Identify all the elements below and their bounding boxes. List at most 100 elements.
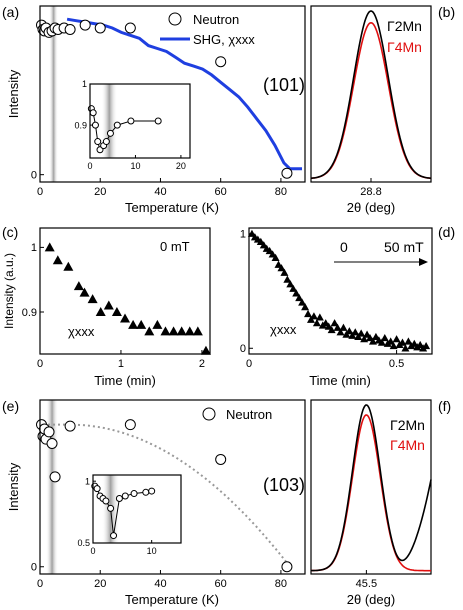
series-d-point-12 <box>283 275 292 283</box>
annotation-d-end: 50 mT <box>384 239 424 255</box>
series-d-point-22 <box>312 319 321 327</box>
panel-letter-e: (e) <box>2 398 19 414</box>
panel-a-inset: 0 10 20 1 0.9 <box>74 76 200 171</box>
panel-a-frame <box>39 5 306 183</box>
axis-a-xlabel: Temperature (K) <box>125 200 219 215</box>
panel-f-frame <box>310 399 432 575</box>
panel-a-shaded-transition <box>49 6 59 182</box>
series-c-point-17 <box>184 326 195 336</box>
series-d-point-11 <box>280 268 289 276</box>
axis-a-xtick-label-4: 80 <box>275 186 287 198</box>
series-d-point-27 <box>327 325 336 334</box>
series-c-point-1 <box>52 255 63 265</box>
series-c-point-15 <box>168 326 179 336</box>
inset-a-xtick-label-2: 20 <box>176 161 186 171</box>
series-c-point-13 <box>152 319 163 329</box>
series-d-point-52 <box>401 344 410 352</box>
series-c-point-0 <box>44 242 55 252</box>
panel-f: 45.5 (103) Γ2Mn Γ4Mn 2θ (deg) <box>263 399 432 607</box>
axis-d-xtick-label-0: 0 <box>246 358 252 370</box>
series-d-point-21 <box>309 312 318 320</box>
series-d-point-41 <box>368 337 377 345</box>
legend-a-neutron-marker <box>168 12 182 26</box>
axis-c-xlabel: Time (min) <box>94 373 156 388</box>
annotation-c-field: 0 mT <box>160 239 190 254</box>
series-d-point-17 <box>298 298 307 306</box>
axis-d-xtick-label-1: 0.5 <box>389 358 404 370</box>
series-d-point-19 <box>304 309 313 318</box>
axis-a-ytick-label-0: 0 <box>31 170 37 182</box>
series-d-point-29 <box>333 323 342 331</box>
inset-e-point-6 <box>110 532 118 540</box>
series-e-neutron-point-9 <box>215 453 227 465</box>
panel-letter-d: (d) <box>438 224 455 240</box>
legend-b-gamma4-label: Γ4Mn <box>387 39 422 55</box>
axis-e-ytick-label-0: 0 <box>31 562 37 574</box>
series-c-point-12 <box>144 326 155 336</box>
axis-c-ylabel: Intensity (a.u.) <box>2 253 16 329</box>
peak-label-101: (101) <box>263 75 305 95</box>
series-a-shg-line <box>66 17 302 171</box>
inset-a-point-2 <box>91 121 99 129</box>
axis-e-xlabel: Temperature (K) <box>125 592 219 607</box>
legend-e-neutron-marker <box>202 407 216 421</box>
series-c-point-10 <box>128 319 139 329</box>
series-c-point-9 <box>120 313 130 323</box>
inset-e-point-1 <box>93 485 101 493</box>
panel-f-series-gamma2 <box>311 404 432 572</box>
inset-e-point-8 <box>121 492 129 500</box>
panel-letter-b: (b) <box>438 4 455 20</box>
inset-a-xtick-label-0: 0 <box>87 161 92 171</box>
axis-a-xtick-label-3: 60 <box>215 186 227 198</box>
legend-f-gamma4-label: Γ4Mn <box>390 437 425 453</box>
series-c-point-7 <box>103 300 114 310</box>
series-d-point-28 <box>330 319 339 327</box>
axis-d-xlabel: Time (min) <box>309 373 371 388</box>
series-a-neutron-point-9 <box>64 23 76 35</box>
panel-c-frame <box>39 227 211 355</box>
inset-a-xtick-label-1: 10 <box>130 161 140 171</box>
inset-a-point-7 <box>106 129 114 137</box>
series-c-point-2 <box>63 261 74 271</box>
series-a-neutron-point-11 <box>94 22 106 34</box>
axis-a-xtick-label-2: 40 <box>154 186 166 198</box>
series-d-point-18 <box>301 303 310 311</box>
series-c-label: χxxx <box>68 324 95 339</box>
series-c-point-11 <box>136 319 147 329</box>
inset-a-frame <box>89 83 191 159</box>
series-a-neutron-point-13 <box>215 56 227 68</box>
series-d-point-48 <box>389 341 398 350</box>
inset-a-ytick-label-0: 1 <box>82 79 87 89</box>
legend-f-gamma2-label: Γ2Mn <box>390 417 425 433</box>
inset-e-frame <box>92 474 182 544</box>
series-d-point-10 <box>277 264 286 272</box>
series-c-point-3 <box>73 281 84 291</box>
axis-c-xtick-label-2: 2 <box>199 358 205 370</box>
panel-d-frame <box>248 227 433 355</box>
inset-e-point-10 <box>142 488 150 496</box>
axis-f-xlabel: 2θ (deg) <box>347 592 395 607</box>
series-d-point-45 <box>380 333 389 342</box>
inset-a-point-10 <box>154 117 162 125</box>
axis-c-xtick-label-1: 1 <box>118 358 124 370</box>
axis-a-ylabel: Intensity <box>6 69 21 118</box>
series-c-point-8 <box>111 307 122 316</box>
panel-letter-c: (c) <box>2 224 18 240</box>
panel-letter-a: (a) <box>2 4 19 20</box>
series-e-neutron-point-10 <box>281 561 293 573</box>
series-d-point-16 <box>295 293 304 302</box>
inset-a-point-3 <box>94 138 102 146</box>
inset-a-ytick-label-1: 0.9 <box>74 120 87 130</box>
series-a-neutron-point-10 <box>79 19 91 31</box>
panel-e-inset: 0 10 1 0.5 <box>77 469 190 556</box>
axis-e-xtick-label-1: 20 <box>94 578 106 590</box>
inset-e-xtick-label-1: 10 <box>147 546 157 556</box>
annotation-d-start: 0 <box>340 239 348 255</box>
axis-c-xtick-label-0: 0 <box>37 358 43 370</box>
annotation-d-arrowhead <box>419 258 428 266</box>
axis-e-ylabel: Intensity <box>6 462 21 511</box>
panel-b-xtick-label-0: 28.8 <box>360 186 381 198</box>
series-c-point-6 <box>95 307 106 316</box>
panel-e-frame <box>39 399 306 575</box>
panel-b-series-gamma2 <box>311 10 431 179</box>
